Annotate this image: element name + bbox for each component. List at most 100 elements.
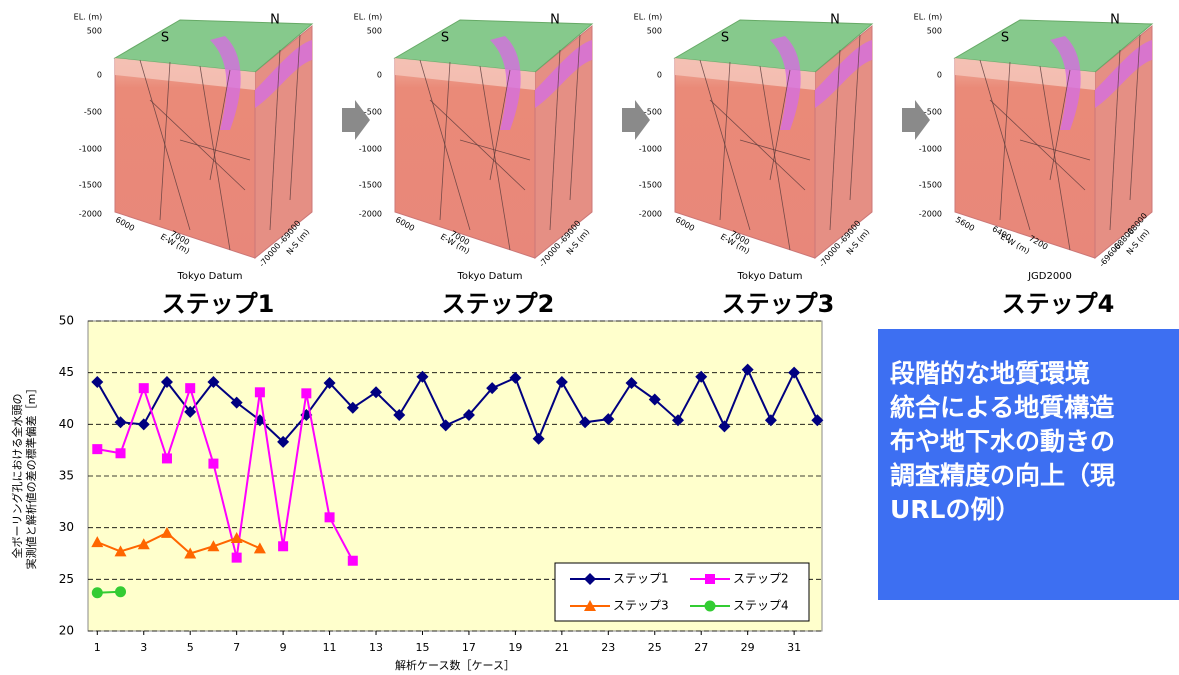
el-tick-label: 500: [87, 27, 102, 36]
el-tick-label: -1500: [359, 181, 382, 190]
fault-line: [459, 139, 531, 161]
el-tick-label: -1500: [79, 181, 102, 190]
el-tick-label: 0: [97, 71, 102, 80]
marker: [671, 414, 684, 427]
marker: [324, 512, 335, 523]
el-tick-label: -2000: [639, 210, 662, 219]
el-tick-label: 500: [367, 27, 382, 36]
note-line: 布や地下水の動きの: [890, 427, 1116, 456]
marker: [91, 536, 104, 548]
step-arrow: [622, 100, 650, 140]
x-axis-title: 解析ケース数［ケース］: [395, 658, 515, 672]
el-axis-title: EL. (m): [354, 13, 383, 22]
model-band: [535, 40, 592, 108]
south-label: S: [1001, 31, 1009, 46]
model-band: [770, 36, 801, 130]
x-tick-label: 31: [787, 641, 801, 654]
step-label: ステップ4: [1002, 290, 1115, 318]
note-line: 段階的な地質環境: [890, 359, 1091, 388]
el-tick-label: -2000: [359, 210, 382, 219]
marker: [346, 401, 359, 414]
y-axis-title: 全ボーリング孔における全水頭の: [10, 394, 24, 559]
fault-line: [759, 65, 791, 251]
model-band: [1095, 40, 1152, 108]
marker: [301, 388, 312, 399]
el-tick-label: -1000: [359, 145, 382, 154]
marker: [532, 432, 545, 445]
marker: [207, 375, 220, 388]
fault-line: [569, 34, 581, 201]
model-band: [1050, 36, 1081, 130]
el-tick-label: -1500: [919, 181, 942, 190]
marker: [184, 405, 197, 418]
datum-label: Tokyo Datum: [736, 271, 802, 282]
marker: [254, 387, 265, 398]
x-tick-label: 17: [462, 641, 476, 654]
el-tick-label: -1500: [639, 181, 662, 190]
step-label: ステップ2: [442, 290, 555, 318]
x-tick-label: 11: [323, 641, 337, 654]
el-axis-title: EL. (m): [634, 13, 663, 22]
south-label: S: [721, 31, 729, 46]
series-line: [96, 367, 819, 444]
fault-line: [289, 34, 301, 201]
note-line: URLの例）: [890, 495, 1021, 524]
marker: [114, 545, 127, 557]
marker: [705, 574, 715, 584]
marker: [704, 600, 716, 612]
marker: [584, 600, 596, 611]
marker: [764, 414, 777, 427]
marker: [91, 587, 103, 599]
marker: [137, 538, 150, 550]
marker: [137, 418, 150, 431]
north-label: N: [830, 13, 840, 28]
note-line: 統合による地質構造: [890, 393, 1115, 422]
marker: [602, 413, 615, 426]
marker: [579, 416, 592, 429]
x-tick-label: 25: [648, 641, 662, 654]
marker: [811, 414, 824, 427]
legend-label: ステップ4: [733, 599, 789, 613]
marker: [439, 419, 452, 432]
datum-label: JGD2000: [1027, 271, 1072, 282]
x-tick-label: 5: [187, 641, 194, 654]
x-tick-label: 27: [694, 641, 708, 654]
note-box: 段階的な地質環境 統合による地質構造 布や地下水の動きの 調査精度の向上（現 URLの例…: [878, 329, 1179, 600]
model-band: [210, 36, 241, 130]
note-line: 調査精度の向上（現: [890, 461, 1116, 490]
marker: [208, 458, 219, 469]
el-tick-label: -500: [924, 108, 942, 117]
marker: [138, 383, 149, 394]
marker: [486, 382, 499, 395]
model-layer: [955, 58, 1095, 90]
fault-line: [829, 49, 841, 231]
model-band: [490, 36, 521, 130]
south-label: S: [441, 31, 449, 46]
x-tick-label: 1: [94, 641, 101, 654]
model-top: [953, 19, 1154, 73]
marker: [230, 532, 243, 543]
marker: [160, 375, 173, 388]
x-tick-label: 15: [415, 641, 429, 654]
fault-line: [849, 34, 861, 201]
y-tick-label: 40: [59, 417, 74, 431]
marker: [648, 393, 661, 406]
fault-line: [549, 49, 561, 231]
x-tick-label: 19: [508, 641, 522, 654]
marker: [347, 555, 358, 566]
marker: [718, 420, 731, 433]
legend-label: ステップ2: [733, 572, 789, 586]
model-layer: [395, 58, 535, 90]
el-tick-label: 500: [647, 27, 662, 36]
fault-line: [999, 61, 1011, 221]
fault-line: [1049, 69, 1071, 181]
model-band: [255, 40, 312, 108]
marker: [277, 435, 290, 448]
south-label: S: [161, 31, 169, 46]
marker: [370, 386, 383, 399]
marker: [185, 383, 196, 394]
el-tick-label: -500: [84, 108, 102, 117]
el-tick-label: 500: [927, 27, 942, 36]
north-label: N: [270, 13, 280, 28]
